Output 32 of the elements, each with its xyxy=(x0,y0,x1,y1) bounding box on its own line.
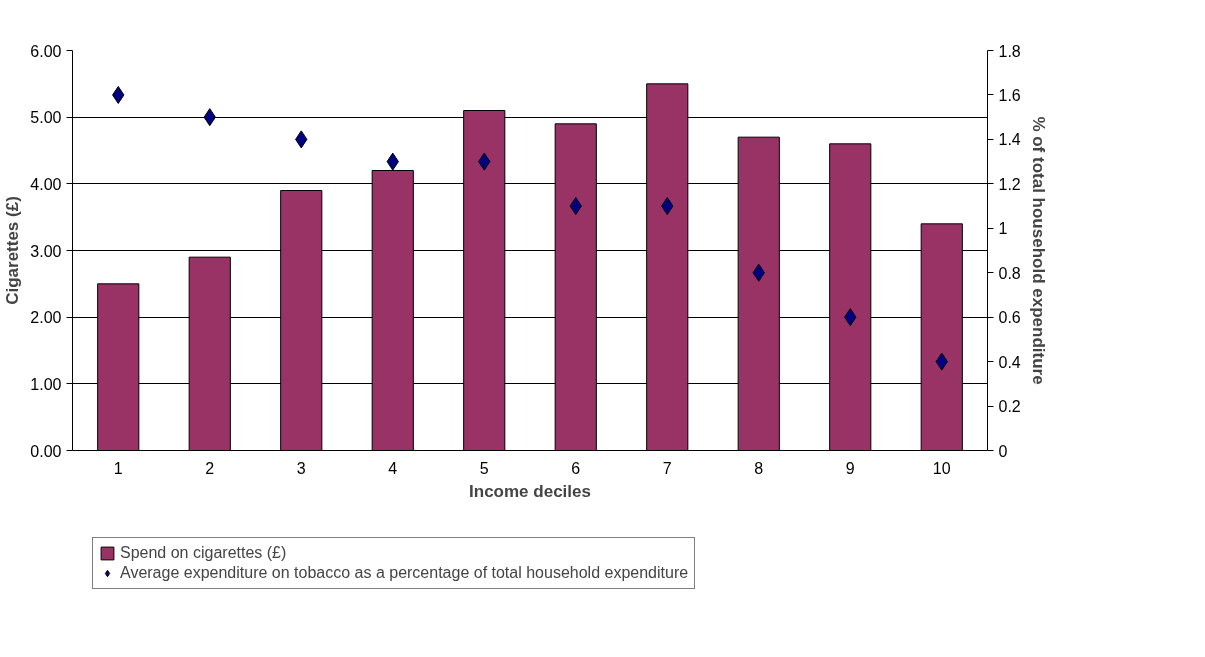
x-tick-label: 1 xyxy=(113,459,123,477)
legend-label: Average expenditure on tobacco as a percentage of total household expenditure xyxy=(120,563,689,582)
y-tick-label: 5.00 xyxy=(30,109,62,127)
y2-tick-label: 1.6 xyxy=(998,86,1021,104)
y2-tick-label: 0.4 xyxy=(998,353,1021,371)
x-tick-label: 7 xyxy=(662,459,672,477)
y2-tick-label: 0.6 xyxy=(998,309,1021,327)
y2-tick-label: 0 xyxy=(998,442,1008,460)
x-tick-label: 4 xyxy=(388,459,398,477)
y2-tick-label: 1 xyxy=(998,220,1008,238)
y2-axis-title: % of total household expenditure xyxy=(1028,116,1048,385)
x-tick-label: 2 xyxy=(205,459,215,477)
y-axis-title: Cigarettes (£) xyxy=(3,196,23,305)
x-tick-label: 9 xyxy=(845,459,855,477)
y-tick-label: 4.00 xyxy=(30,175,62,193)
y-tick-label: 1.00 xyxy=(30,375,62,393)
y-tick-label: 0.00 xyxy=(30,442,62,460)
y2-tick-label: 1.4 xyxy=(998,131,1021,149)
x-tick-label: 10 xyxy=(932,459,951,477)
y2-tick-label: 0.8 xyxy=(998,264,1021,282)
y-tick-label: 3.00 xyxy=(30,242,62,260)
x-tick-label: 5 xyxy=(479,459,489,477)
x-tick-label: 3 xyxy=(296,459,306,477)
y-tick-label: 6.00 xyxy=(30,42,62,60)
x-tick-label: 8 xyxy=(754,459,764,477)
x-tick-label: 6 xyxy=(571,459,581,477)
y2-tick-label: 1.2 xyxy=(998,175,1021,193)
y2-tick-label: 1.8 xyxy=(998,42,1021,60)
legend-label: Spend on cigarettes (£) xyxy=(120,543,287,562)
y2-tick-label: 0.2 xyxy=(998,398,1021,416)
x-axis-title: Income deciles xyxy=(469,481,591,501)
y-tick-label: 2.00 xyxy=(30,309,62,327)
